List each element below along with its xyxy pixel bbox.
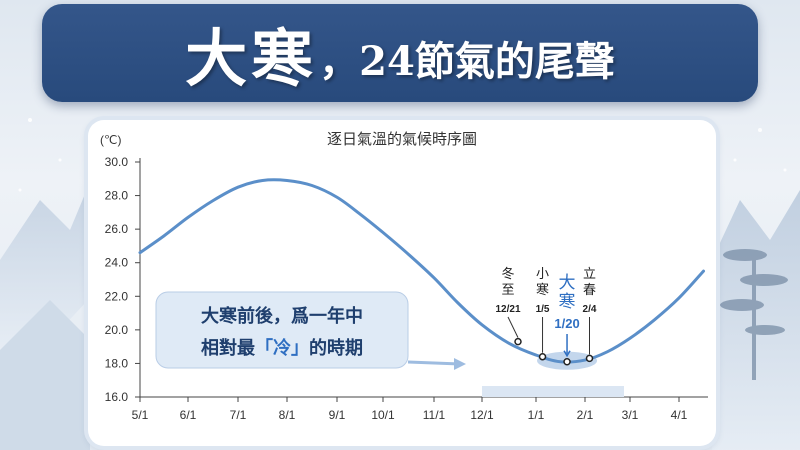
callout-arrow-head <box>454 358 466 370</box>
x-tick-label: 2/1 <box>577 408 594 422</box>
solar-term-date: 12/21 <box>495 304 520 315</box>
callout-box <box>155 291 409 369</box>
mountain-left <box>0 170 95 350</box>
y-axis-unit: (℃) <box>100 133 121 147</box>
callout-text-part: 相對最 <box>201 337 256 358</box>
callout-keyword: 「冷」 <box>255 337 309 358</box>
solar-term-label-line: 冬 <box>501 266 514 281</box>
solar-term-label-line: 至 <box>501 282 514 297</box>
callout-line-2: 相對最「冷」的時期 <box>201 337 363 358</box>
x-tick-label: 11/1 <box>423 408 446 422</box>
y-tick-label: 30.0 <box>105 155 129 169</box>
solar-term-label-line: 寒 <box>536 282 549 297</box>
mountain-left-low <box>0 300 90 450</box>
x-tick-label: 5/1 <box>132 408 149 422</box>
y-tick-label: 28.0 <box>105 189 129 203</box>
pine-tree-icon <box>720 249 788 380</box>
solar-term-label-line: 小 <box>536 266 549 281</box>
title-banner: 大寒 ，24節氣的尾聲 <box>42 4 758 102</box>
y-tick-label: 24.0 <box>105 256 129 270</box>
solar-term-date: 2/4 <box>583 304 597 315</box>
x-tick-label: 1/1 <box>528 408 545 422</box>
solar-term-label-line: 立 <box>583 266 596 281</box>
x-tick-label: 10/1 <box>371 408 395 422</box>
solar-term-date: 1/20 <box>554 316 579 331</box>
snowflakes <box>18 118 787 192</box>
y-tick-label: 26.0 <box>105 222 129 236</box>
x-tick-label: 3/1 <box>622 408 639 422</box>
solar-term-label-line: 大 <box>559 273 576 292</box>
x-tick-label: 4/1 <box>671 408 688 422</box>
y-tick-label: 18.0 <box>105 356 129 370</box>
solar-term-date: 1/5 <box>536 304 550 315</box>
page-subtitle: ，24節氣的尾聲 <box>319 38 615 85</box>
solar-term-point <box>563 358 571 366</box>
x-tick-label: 8/1 <box>279 408 296 422</box>
callout-arrow-shaft <box>407 360 461 366</box>
page-title: 大寒 <box>185 22 318 95</box>
x-tick-label: 6/1 <box>180 408 197 422</box>
chart-card: 逐日氣溫的氣候時序圖 (℃) 30.0 28.0 26.0 24.0 22.0 20.0 18.… <box>88 120 716 446</box>
temperature-chart: 逐日氣溫的氣候時序圖 (℃) 30.0 28.0 26.0 24.0 22.0 20.0 18.… <box>100 131 708 422</box>
x-tick-label: 9/1 <box>329 408 346 422</box>
solar-term-pointer <box>507 316 519 338</box>
solar-term-label-line: 寒 <box>559 292 576 311</box>
cold-period-band <box>482 386 624 397</box>
x-tick-label: 12/1 <box>470 408 494 422</box>
solar-term-point <box>585 354 594 363</box>
callout-line-1: 大寒前後，爲一年中 <box>201 305 363 326</box>
temperature-series-line <box>138 178 705 364</box>
y-tick-label: 16.0 <box>105 390 129 404</box>
chart-title: 逐日氣溫的氣候時序圖 <box>327 131 477 148</box>
y-tick-label: 20.0 <box>105 323 129 337</box>
solar-term-point <box>538 352 547 361</box>
y-tick-label: 22.0 <box>105 289 129 303</box>
x-tick-label: 7/1 <box>230 408 247 422</box>
callout-text-part: 的時期 <box>309 337 363 358</box>
solar-term-label-line: 春 <box>583 282 596 297</box>
solar-term-point <box>514 337 522 346</box>
solar-term-arrow <box>563 350 571 358</box>
